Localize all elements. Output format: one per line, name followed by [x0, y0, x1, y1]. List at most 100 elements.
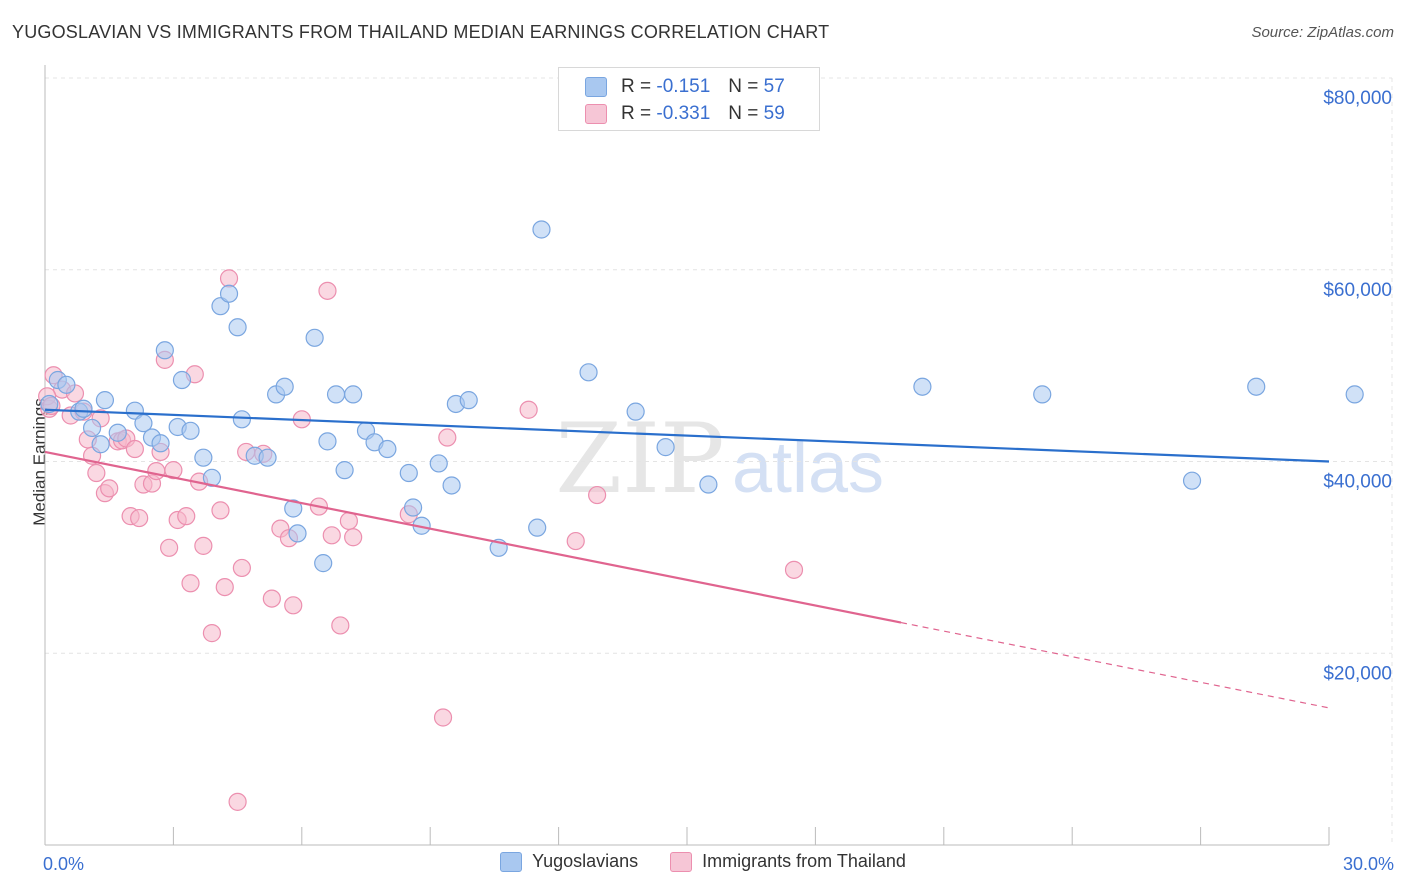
data-point — [130, 508, 149, 528]
r-value: -0.151 — [656, 76, 711, 97]
data-point — [1345, 385, 1364, 404]
data-point — [656, 438, 675, 457]
trend-line-thailand-extension — [900, 621, 1330, 709]
data-point — [181, 574, 200, 593]
data-point — [275, 377, 294, 396]
data-point — [262, 589, 281, 608]
legend-item-yugoslavians: Yugoslavians — [500, 851, 638, 872]
data-point — [219, 284, 239, 303]
legend-swatch-blue — [585, 77, 607, 97]
y-tick-labels: $80,000 $60,000 $40,000 $20,000 — [1323, 88, 1392, 684]
data-point — [288, 524, 307, 543]
data-point — [232, 558, 251, 578]
legend-row-yugoslavians: R = -0.151 N = 57 — [585, 76, 785, 98]
data-point — [378, 439, 397, 459]
trend-lines — [44, 408, 1330, 709]
data-point — [108, 423, 127, 442]
n-value: 57 — [763, 76, 785, 97]
data-point — [579, 363, 598, 382]
data-point — [314, 554, 333, 573]
data-point — [215, 577, 234, 597]
data-point — [155, 341, 174, 360]
data-point — [532, 220, 551, 239]
data-point — [566, 531, 585, 551]
correlation-legend: R = -0.151 N = 57 R = -0.331 N = 59 — [558, 67, 820, 131]
data-point — [232, 410, 251, 429]
trend-line-yugoslavians — [44, 408, 1330, 463]
y-tick-label: $20,000 — [1323, 663, 1392, 684]
data-point — [228, 792, 247, 811]
data-point — [344, 385, 363, 404]
data-point — [211, 297, 230, 316]
data-point — [100, 479, 119, 498]
data-point — [318, 432, 337, 451]
data-point — [588, 485, 607, 505]
data-point — [202, 624, 222, 643]
data-point — [326, 385, 346, 404]
x-tick-label: 30.0% — [1343, 854, 1394, 874]
data-point — [438, 428, 457, 447]
r-label: R = — [621, 103, 652, 124]
data-point — [403, 498, 423, 517]
data-point — [95, 391, 115, 410]
data-point — [1182, 471, 1202, 490]
source-label: Source: ZipAtlas.com — [1251, 24, 1394, 41]
data-point — [147, 461, 166, 481]
data-point — [1033, 385, 1052, 404]
data-point — [40, 394, 59, 414]
data-point — [160, 538, 179, 557]
y-tick-label: $80,000 — [1323, 88, 1392, 109]
data-point — [194, 536, 213, 555]
axes — [44, 65, 1330, 846]
data-point — [344, 528, 363, 547]
legend-item-thailand: Immigrants from Thailand — [670, 851, 906, 872]
legend-swatch-pink — [670, 851, 693, 872]
data-point — [339, 511, 358, 531]
data-point — [528, 518, 547, 537]
data-point — [151, 434, 170, 453]
data-point — [459, 391, 478, 410]
data-point — [82, 418, 102, 438]
data-point — [125, 439, 144, 459]
data-point — [913, 377, 932, 396]
data-point — [331, 616, 350, 635]
watermark-zip: ZIP — [555, 403, 724, 515]
legend-swatch-pink — [585, 104, 607, 124]
data-point — [442, 476, 461, 495]
data-point — [172, 370, 192, 390]
series-thailand-points — [38, 269, 804, 811]
data-point — [219, 269, 239, 288]
data-point — [322, 526, 341, 545]
series-yugoslavians-points — [40, 220, 1364, 573]
data-point — [318, 281, 337, 300]
trend-line-thailand — [44, 450, 902, 624]
data-point — [181, 421, 200, 440]
data-point — [91, 435, 110, 454]
legend-label: Immigrants from Thailand — [702, 851, 906, 871]
r-label: R = — [621, 76, 652, 97]
data-point — [87, 463, 106, 483]
data-point — [125, 401, 144, 420]
legend-label: Yugoslavians — [532, 851, 639, 871]
data-point — [284, 596, 303, 615]
data-point — [699, 475, 718, 494]
data-point — [258, 448, 277, 467]
x-tick-label: 0.0% — [43, 854, 84, 874]
y-tick-label: $40,000 — [1323, 472, 1392, 493]
x-tick-labels: 0.0% 30.0% — [43, 854, 1394, 874]
data-point — [433, 708, 453, 727]
series-legend: Yugoslavians Immigrants from Thailand — [0, 851, 1406, 872]
data-point — [305, 328, 324, 347]
legend-row-thailand: R = -0.331 N = 59 — [585, 103, 785, 125]
data-point — [399, 463, 418, 483]
data-point — [284, 499, 303, 518]
data-point — [1247, 377, 1266, 396]
data-point — [57, 375, 76, 394]
data-point — [211, 501, 230, 520]
data-point — [626, 402, 645, 421]
n-value: 59 — [763, 103, 785, 124]
y-tick-label: $60,000 — [1323, 280, 1392, 301]
chart-title: YUGOSLAVIAN VS IMMIGRANTS FROM THAILAND … — [12, 22, 830, 42]
data-point — [74, 399, 93, 418]
